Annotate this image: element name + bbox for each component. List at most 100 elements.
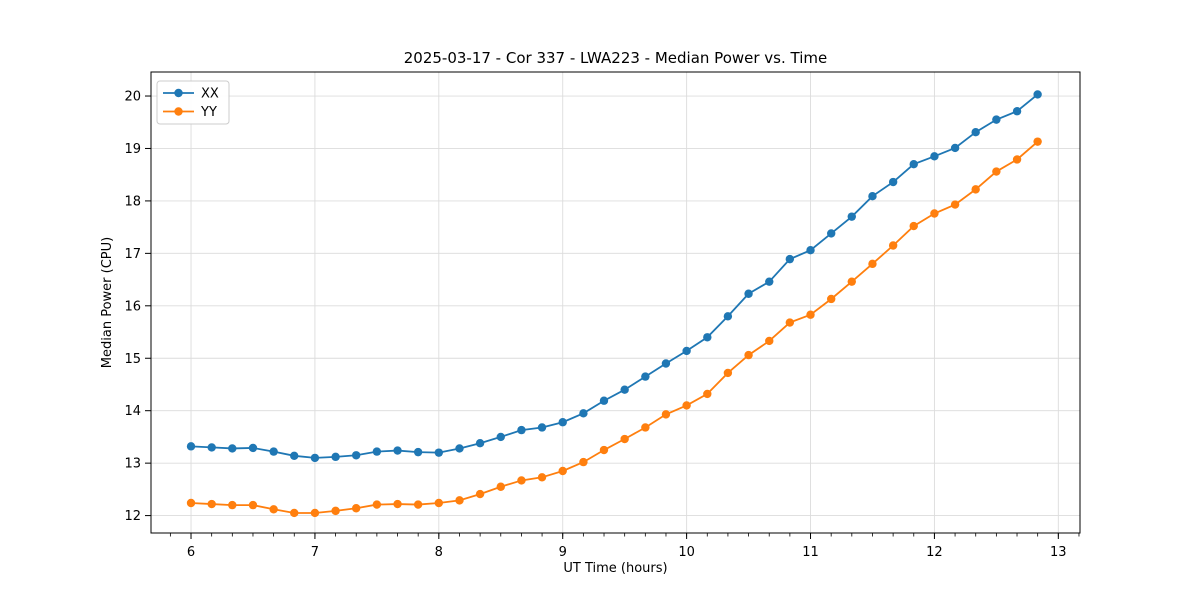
- marker-point-xx: [723, 312, 733, 321]
- marker-point-yy: [827, 294, 836, 304]
- marker-point-xx: [930, 152, 939, 161]
- marker-point-xx: [517, 425, 526, 435]
- marker-point-yy: [228, 500, 237, 510]
- legend-label-yy: YY: [200, 105, 217, 120]
- marker-point-xx: [950, 143, 960, 153]
- marker-point-xx: [641, 372, 650, 381]
- marker-point-xx: [228, 444, 237, 453]
- y-tick-label: 18: [124, 194, 141, 209]
- y-tick-label: 17: [124, 247, 141, 262]
- marker-point-yy: [806, 310, 815, 319]
- marker-point-yy: [971, 185, 980, 194]
- series-line-xx: [190, 93, 1039, 459]
- axes-layer: 6 7 8 9 10 11 12 13 12 13 14 15 16 17 18 19 20: [124, 71, 1081, 560]
- x-axis-label: UT Time (hours): [563, 561, 667, 576]
- marker-point-yy: [496, 482, 505, 491]
- marker-point-yy: [661, 410, 671, 419]
- marker-point-xx: [888, 177, 898, 187]
- x-tick-label: 9: [559, 545, 567, 560]
- marker-point-yy: [641, 423, 650, 432]
- marker-point-yy: [992, 167, 1001, 176]
- marker-point-xx: [351, 451, 361, 460]
- marker-point-xx: [186, 442, 196, 451]
- marker-point-yy: [579, 457, 588, 467]
- marker-point-xx: [909, 160, 918, 169]
- y-axis-label: Median Power (CPU): [100, 237, 115, 368]
- marker-point-yy: [703, 389, 712, 399]
- x-tick-label: 8: [435, 545, 443, 560]
- marker-point-xx: [599, 396, 609, 405]
- marker-point-xx: [248, 443, 258, 453]
- marker-point-xx: [703, 333, 712, 342]
- marker-point-xx: [847, 212, 856, 221]
- marker-point-xx: [269, 447, 278, 456]
- marker-point-yy: [372, 500, 382, 509]
- marker-point-xx: [413, 447, 423, 457]
- marker-point-yy: [723, 368, 733, 378]
- legend-marker-icon: [174, 88, 183, 98]
- marker-point-xx: [992, 115, 1001, 124]
- y-tick-label: 19: [124, 142, 141, 157]
- y-tick-label: 20: [124, 90, 141, 105]
- x-tick-label: 12: [926, 545, 943, 560]
- plot-border: [150, 71, 1081, 534]
- marker-point-yy: [413, 500, 423, 509]
- marker-point-yy: [558, 466, 567, 476]
- marker-point-xx: [290, 451, 299, 460]
- x-tick-label: 11: [802, 545, 819, 560]
- marker-point-xx: [1033, 90, 1042, 99]
- marker-point-yy: [475, 489, 485, 499]
- marker-point-xx: [558, 418, 567, 427]
- marker-point-yy: [310, 508, 320, 518]
- marker-point-yy: [682, 401, 691, 410]
- marker-point-xx: [393, 446, 402, 455]
- marker-point-yy: [765, 336, 774, 346]
- marker-point-xx: [207, 443, 216, 452]
- marker-point-yy: [186, 498, 196, 508]
- marker-point-yy: [455, 496, 464, 505]
- marker-point-xx: [827, 229, 836, 238]
- marker-point-yy: [847, 277, 856, 286]
- marker-point-xx: [455, 444, 464, 453]
- marker-point-yy: [248, 500, 258, 510]
- legend-label-xx: XX: [201, 87, 219, 102]
- marker-point-yy: [393, 499, 402, 509]
- y-tick-label: 12: [124, 509, 141, 524]
- marker-point-yy: [331, 506, 340, 516]
- marker-point-yy: [868, 259, 877, 269]
- marker-point-xx: [331, 452, 340, 462]
- marker-point-xx: [744, 289, 753, 298]
- marker-point-yy: [434, 498, 444, 508]
- chart-title: 2025-03-17 - Cor 337 - LWA223 - Median P…: [404, 49, 828, 67]
- marker-point-yy: [290, 508, 299, 518]
- marker-point-yy: [537, 473, 547, 482]
- marker-point-xx: [537, 423, 547, 432]
- marker-point-xx: [785, 254, 795, 264]
- marker-point-yy: [207, 499, 216, 509]
- marker-point-xx: [434, 448, 444, 457]
- marker-point-yy: [351, 504, 361, 513]
- x-tick-label: 13: [1050, 545, 1067, 560]
- marker-point-yy: [1033, 137, 1042, 146]
- marker-point-yy: [950, 200, 960, 209]
- marker-point-yy: [517, 476, 526, 485]
- x-tick-label: 6: [187, 545, 195, 560]
- marker-point-xx: [475, 439, 485, 448]
- marker-point-yy: [599, 445, 609, 455]
- grid-layer: [151, 72, 1080, 533]
- marker-point-yy: [269, 505, 278, 514]
- y-tick-label: 15: [124, 352, 141, 367]
- marker-point-yy: [930, 209, 939, 218]
- marker-point-xx: [971, 128, 980, 137]
- marker-point-yy: [909, 221, 918, 231]
- marker-point-xx: [372, 447, 382, 456]
- series-layer: [186, 90, 1042, 518]
- y-tick-label: 14: [124, 404, 141, 419]
- marker-point-xx: [682, 346, 691, 356]
- legend: XX YY: [156, 80, 230, 125]
- marker-point-xx: [661, 359, 671, 368]
- y-tick-label: 16: [124, 299, 141, 314]
- marker-point-xx: [496, 432, 505, 442]
